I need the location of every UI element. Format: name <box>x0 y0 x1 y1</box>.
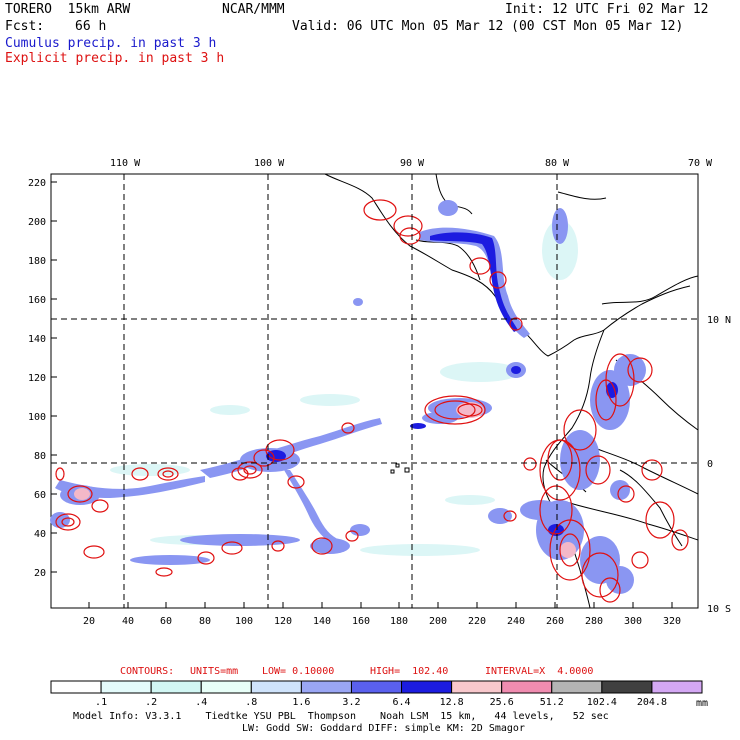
colorbar-label: 51.2 <box>540 697 564 708</box>
x-tick: 220 <box>468 616 486 627</box>
contour-high: HIGH= 102.40 <box>370 666 449 677</box>
colorbar-swatch <box>250 680 302 694</box>
colorbar-swatch <box>401 680 453 694</box>
physics-info: LW: Godd SW: Goddard DIFF: simple KM: 2D… <box>242 723 525 734</box>
colorbar-label: 25.6 <box>490 697 514 708</box>
explicit-contours <box>55 199 689 603</box>
x-tick: 40 <box>122 616 134 627</box>
colorbar-swatch <box>501 680 553 694</box>
x-tick: 240 <box>507 616 525 627</box>
latlon-grid <box>51 174 698 608</box>
colorbar-label: 6.4 <box>393 697 411 708</box>
contour-low: LOW= 0.10000 <box>262 666 335 677</box>
colorbar-label: 204.8 <box>637 697 667 708</box>
x-tick: 280 <box>585 616 603 627</box>
y-axis-ticks <box>51 181 57 573</box>
lat-label-10s: 10 S <box>707 604 731 615</box>
y-tick: 100 <box>28 412 46 423</box>
colorbar-label: .2 <box>145 697 157 708</box>
x-tick: 100 <box>235 616 253 627</box>
x-tick: 200 <box>429 616 447 627</box>
x-tick-labels: 20 40 60 80 100 120 140 160 180 200 220 … <box>83 616 681 627</box>
x-tick: 320 <box>663 616 681 627</box>
colorbar-swatch <box>601 680 653 694</box>
colorbar-swatch <box>300 680 352 694</box>
colorbar-labels: .1 .2 .4 .8 1.6 3.2 6.4 12.8 25.6 51.2 102.4 204.8 <box>95 697 667 708</box>
x-tick: 80 <box>199 616 211 627</box>
colorbar <box>50 680 703 694</box>
y-tick: 160 <box>28 295 46 306</box>
x-tick: 260 <box>546 616 564 627</box>
colorbar-label: 102.4 <box>587 697 617 708</box>
map-frame <box>50 173 699 609</box>
y-tick-labels: 220 200 180 160 140 120 100 80 60 40 20 <box>28 178 46 579</box>
colorbar-swatch <box>150 680 202 694</box>
x-tick: 300 <box>624 616 642 627</box>
lon-label-70w: 70 W <box>688 158 713 169</box>
lon-label-100w: 100 W <box>254 158 285 169</box>
y-tick: 40 <box>34 529 46 540</box>
x-tick: 60 <box>160 616 172 627</box>
init-time: Init: 12 UTC Fri 02 Mar 12 <box>505 2 709 17</box>
contour-interval: INTERVAL=X 4.0000 <box>485 666 594 677</box>
y-tick: 180 <box>28 256 46 267</box>
lat-label-10n: 10 N <box>707 315 731 326</box>
contour-units: UNITS=mm <box>190 666 239 677</box>
colorbar-swatch <box>451 680 503 694</box>
forecast-label: Fcst: <box>5 19 45 34</box>
contour-label: CONTOURS: <box>120 666 175 677</box>
explicit-legend: Explicit precip. in past 3 h <box>5 51 225 66</box>
y-tick: 80 <box>34 451 46 462</box>
colorbar-label: .1 <box>95 697 107 708</box>
colorbar-swatch <box>651 680 703 694</box>
valid-time: Valid: 06 UTC Mon 05 Mar 12 (00 CST Mon … <box>292 19 684 34</box>
forecast-hour: 66 h <box>75 19 107 34</box>
center-label: NCAR/MMM <box>222 2 285 17</box>
colorbar-label: 3.2 <box>342 697 360 708</box>
x-axis-ticks <box>88 602 673 608</box>
colorbar-swatch <box>350 680 403 694</box>
y-tick: 220 <box>28 178 46 189</box>
y-tick: 120 <box>28 373 46 384</box>
cumulus-legend: Cumulus precip. in past 3 h <box>5 36 217 51</box>
x-tick: 180 <box>390 616 408 627</box>
x-tick: 120 <box>274 616 292 627</box>
longitude-labels: 110 W 100 W 90 W 80 W 70 W <box>110 158 713 169</box>
colorbar-swatch <box>100 680 152 694</box>
explicit-fill <box>74 402 576 558</box>
lat-label-0: 0 <box>707 459 713 470</box>
y-tick: 20 <box>34 568 46 579</box>
colorbar-swatch <box>551 680 603 694</box>
colorbar-label: .8 <box>245 697 257 708</box>
lon-label-110w: 110 W <box>110 158 141 169</box>
y-tick: 140 <box>28 334 46 345</box>
lon-label-80w: 80 W <box>545 158 570 169</box>
colorbar-swatch <box>50 680 102 694</box>
colorbar-unit: mm <box>696 698 708 709</box>
y-tick: 60 <box>34 490 46 501</box>
colorbar-label: .4 <box>195 697 207 708</box>
latitude-labels: 10 N 0 10 S <box>707 315 731 615</box>
x-tick: 20 <box>83 616 95 627</box>
colorbar-label: 12.8 <box>440 697 464 708</box>
lon-label-90w: 90 W <box>400 158 425 169</box>
colorbar-label: 1.6 <box>292 697 310 708</box>
model-info: Model Info: V3.3.1 Tiedtke YSU PBL Thomp… <box>73 711 609 722</box>
colorbar-swatch <box>200 680 252 694</box>
model-title: TORERO 15km ARW <box>5 2 131 17</box>
y-tick: 200 <box>28 217 46 228</box>
x-tick: 140 <box>313 616 331 627</box>
x-tick: 160 <box>352 616 370 627</box>
